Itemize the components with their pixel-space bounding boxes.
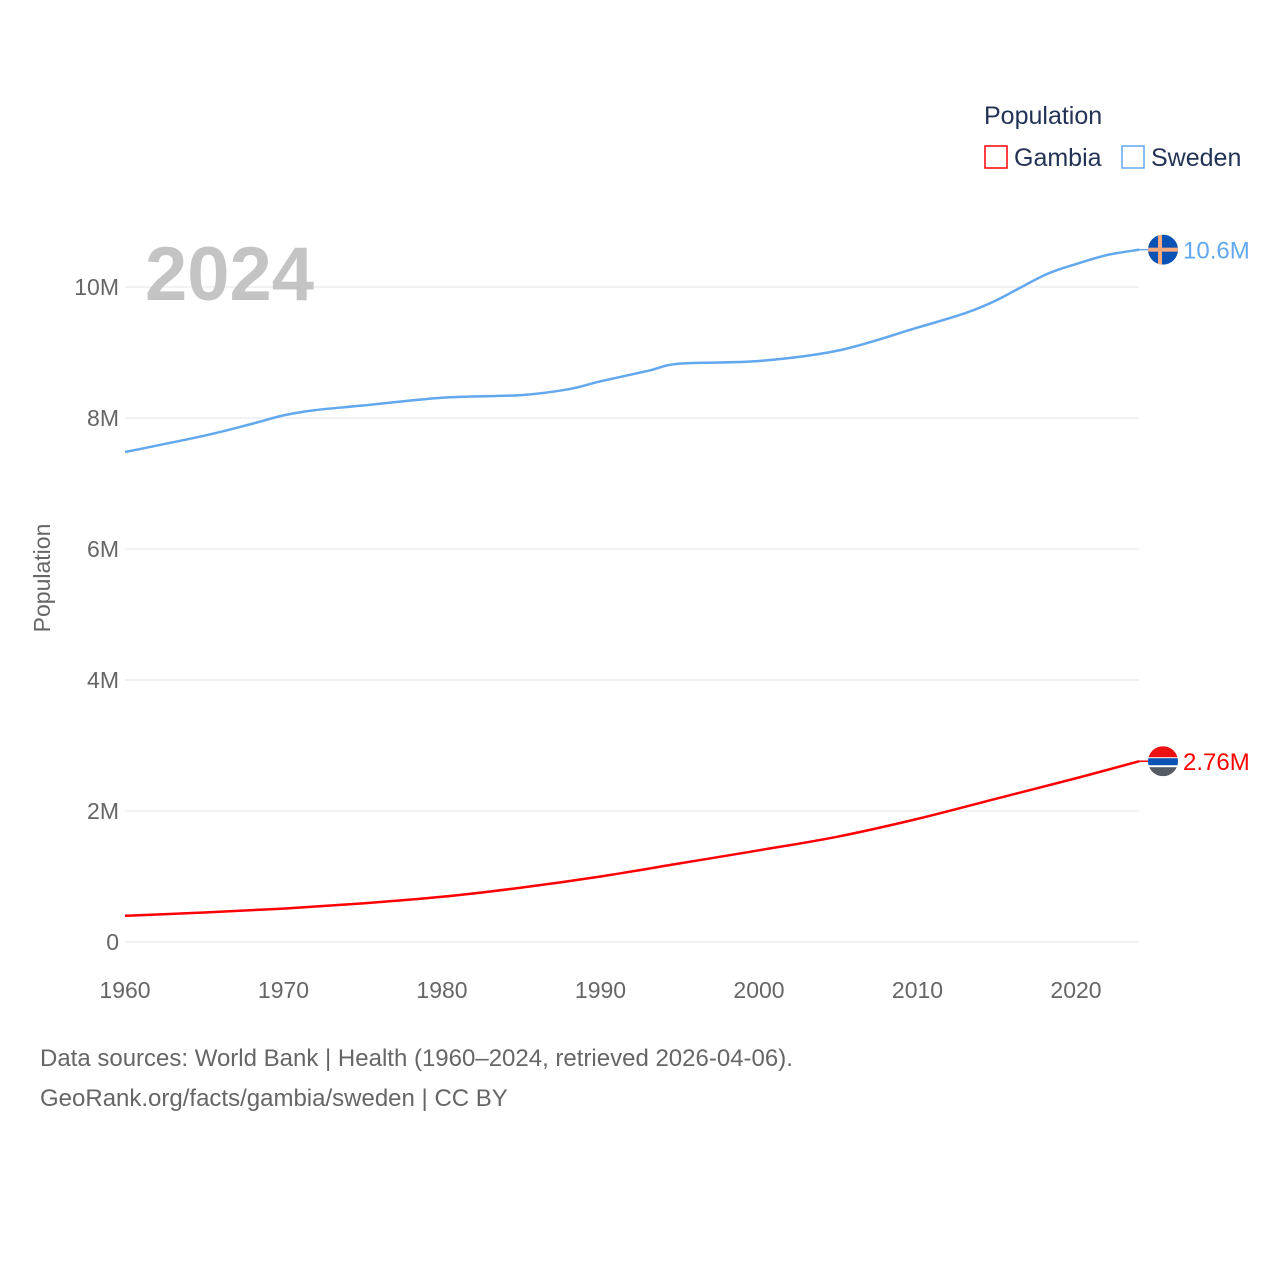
x-tick-label: 2010	[892, 977, 943, 1003]
x-tick-label: 1980	[416, 977, 467, 1003]
x-tick-label: 1960	[99, 977, 150, 1003]
x-tick-label: 1990	[575, 977, 626, 1003]
y-tick-label: 10M	[74, 274, 119, 300]
y-tick-label: 6M	[87, 536, 119, 562]
end-label-gambia: 2.76M	[1183, 749, 1250, 776]
footer-credit: GeoRank.org/facts/gambia/sweden | CC BY	[40, 1085, 508, 1112]
end-label-sweden: 10.6M	[1183, 238, 1250, 265]
legend-swatch-sweden	[1121, 145, 1145, 169]
year-label: 2024	[145, 232, 314, 317]
legend-label-gambia: Gambia	[1014, 144, 1102, 172]
x-tick-label: 2020	[1050, 977, 1101, 1003]
footer-sources: Data sources: World Bank | Health (1960–…	[40, 1045, 793, 1072]
gambia-flag-icon	[1148, 746, 1178, 777]
y-axis-label: Population	[29, 524, 55, 633]
y-tick-label: 4M	[87, 667, 119, 693]
y-tick-label: 2M	[87, 798, 119, 824]
y-tick-label: 0	[106, 929, 119, 955]
legend-label-sweden: Sweden	[1151, 144, 1241, 172]
x-tick-label: 2000	[733, 977, 784, 1003]
x-tick-label: 1970	[258, 977, 309, 1003]
series-line-gambia	[124, 760, 1140, 918]
legend-title: Population	[984, 102, 1102, 130]
series-line-sweden	[124, 248, 1140, 454]
legend-swatch-gambia	[984, 145, 1008, 169]
y-tick-label: 8M	[87, 405, 119, 431]
sweden-flag-icon	[1148, 234, 1178, 265]
